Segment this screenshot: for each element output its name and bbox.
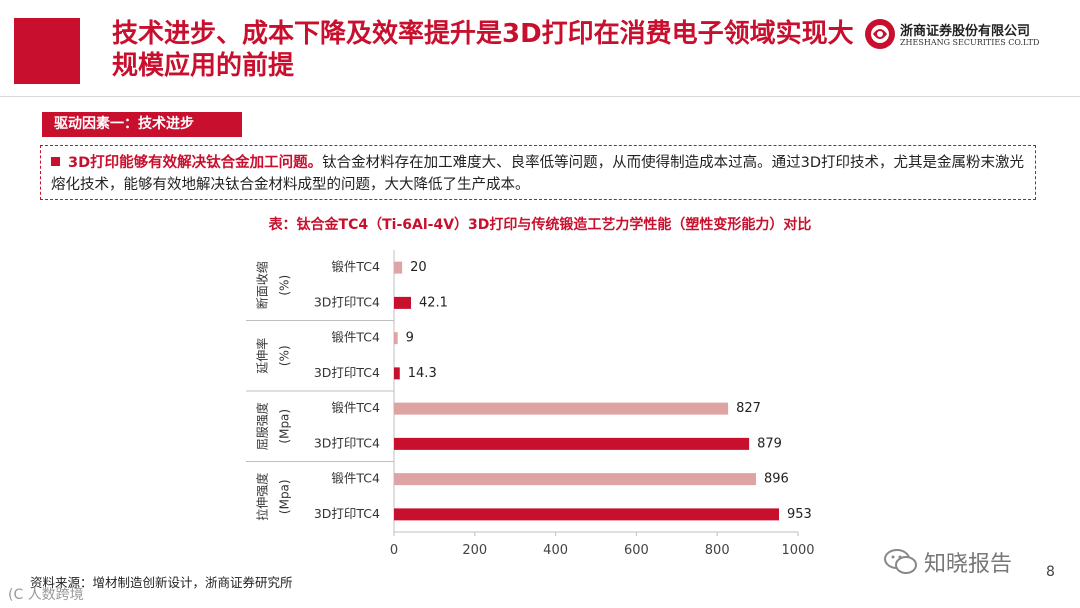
bar — [394, 261, 403, 274]
watermark-text: 知晓报告 — [924, 552, 1013, 577]
category-label: 锻件TC4 — [331, 400, 380, 415]
data-label: 879 — [757, 436, 782, 451]
company-logo: 浙商证券股份有限公司 ZHESHANG SECURITIES CO.LTD — [864, 18, 1064, 54]
group-unit-label: (Mpa) — [278, 479, 292, 514]
watermark-left: (C 人数跨境 — [8, 587, 84, 603]
x-tick-label: 400 — [543, 543, 568, 558]
chart-title: 表：钛合金TC4（Ti-6Al-4V）3D打印与传统锻造工艺力学性能（塑性变形能… — [268, 217, 812, 233]
x-tick-label: 800 — [705, 543, 730, 558]
summary-text: 钛合金材料存在加工难度大、良率低等问题，从而使得制造成本过高。通过3D打印技术，… — [51, 155, 1025, 193]
driver-tag: 驱动因素一：技术进步 — [42, 112, 242, 137]
data-label: 953 — [787, 507, 812, 522]
page-number: 8 — [1046, 564, 1055, 580]
bullet-square-icon — [51, 157, 60, 166]
group-label: 拉伸强度 — [255, 473, 270, 521]
x-tick-label: 200 — [462, 543, 487, 558]
data-label: 9 — [406, 331, 414, 346]
data-label: 14.3 — [408, 366, 437, 381]
title-accent-block — [14, 18, 80, 84]
data-label: 827 — [736, 401, 761, 416]
page-title: 技术进步、成本下降及效率提升是3D打印在消费电子领域实现大规模应用的前提 — [112, 19, 854, 81]
company-name-en: ZHESHANG SECURITIES CO.LTD — [900, 38, 1040, 47]
header-divider — [0, 96, 1080, 97]
bar — [394, 296, 412, 309]
watermark-right: 知晓报告 — [884, 544, 1034, 580]
x-tick-label: 600 — [624, 543, 649, 558]
category-label: 锻件TC4 — [331, 330, 380, 345]
group-unit-label: (%) — [278, 275, 292, 296]
summary-highlight: 3D打印能够有效解决钛合金加工问题。 — [68, 155, 323, 171]
category-label: 3D打印TC4 — [314, 506, 380, 521]
bar — [394, 332, 398, 345]
data-label: 20 — [410, 260, 427, 275]
data-label: 896 — [764, 472, 789, 487]
zheshang-logo-icon — [865, 19, 895, 49]
wechat-icon — [884, 549, 917, 574]
bar — [394, 402, 729, 415]
x-tick-label: 1000 — [781, 543, 814, 558]
bar — [394, 437, 750, 450]
bar — [394, 473, 756, 486]
category-label: 3D打印TC4 — [314, 365, 380, 380]
bar — [394, 508, 780, 521]
category-label: 锻件TC4 — [331, 259, 380, 274]
data-label: 42.1 — [419, 295, 448, 310]
category-label: 3D打印TC4 — [314, 435, 380, 450]
category-label: 锻件TC4 — [331, 471, 380, 486]
source-note: 资料来源：增材制造创新设计，浙商证券研究所 — [30, 575, 293, 590]
group-unit-label: (%) — [278, 345, 292, 366]
group-label: 屈服强度 — [255, 402, 270, 450]
group-label: 延伸率 — [255, 338, 270, 374]
summary-box: 3D打印能够有效解决钛合金加工问题。钛合金材料存在加工难度大、良率低等问题，从而… — [40, 145, 1036, 200]
company-name-cn: 浙商证券股份有限公司 — [900, 24, 1031, 39]
x-tick-label: 0 — [390, 543, 398, 558]
group-unit-label: (Mpa) — [278, 409, 292, 444]
category-label: 3D打印TC4 — [314, 294, 380, 309]
group-label: 断面收缩 — [255, 261, 270, 309]
bar — [394, 367, 400, 380]
